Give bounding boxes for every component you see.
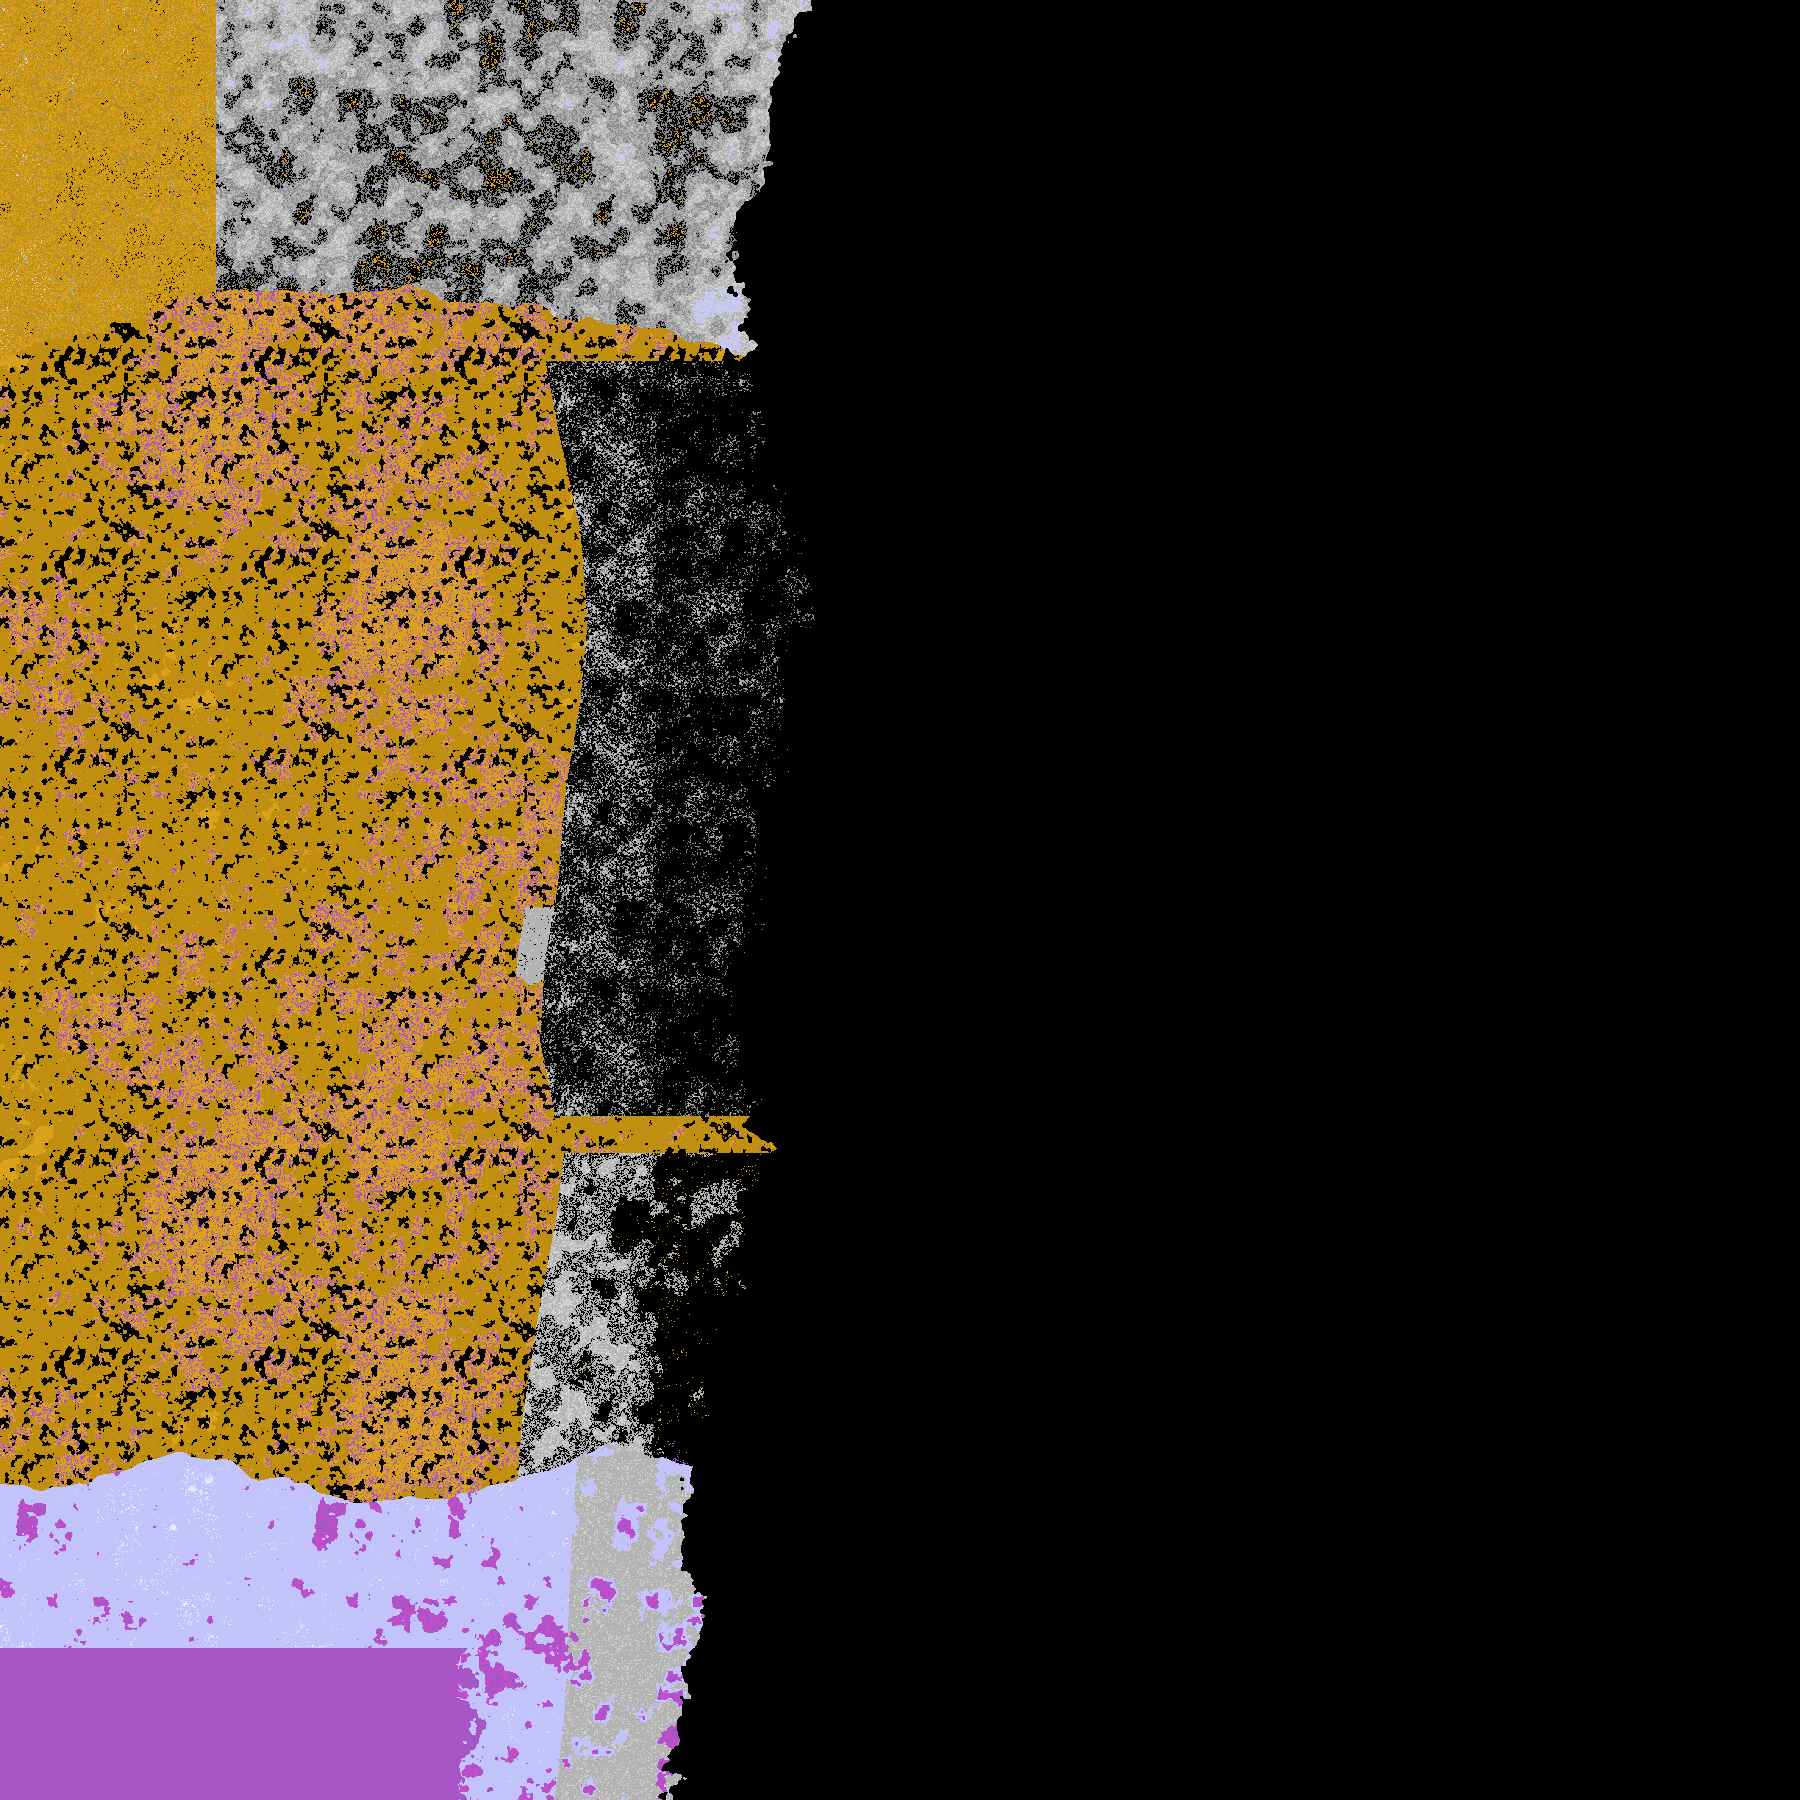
satellite-image-viewport: Remote-sensing classified scene rendered… xyxy=(0,0,1800,1800)
classification-raster xyxy=(0,0,1800,1800)
